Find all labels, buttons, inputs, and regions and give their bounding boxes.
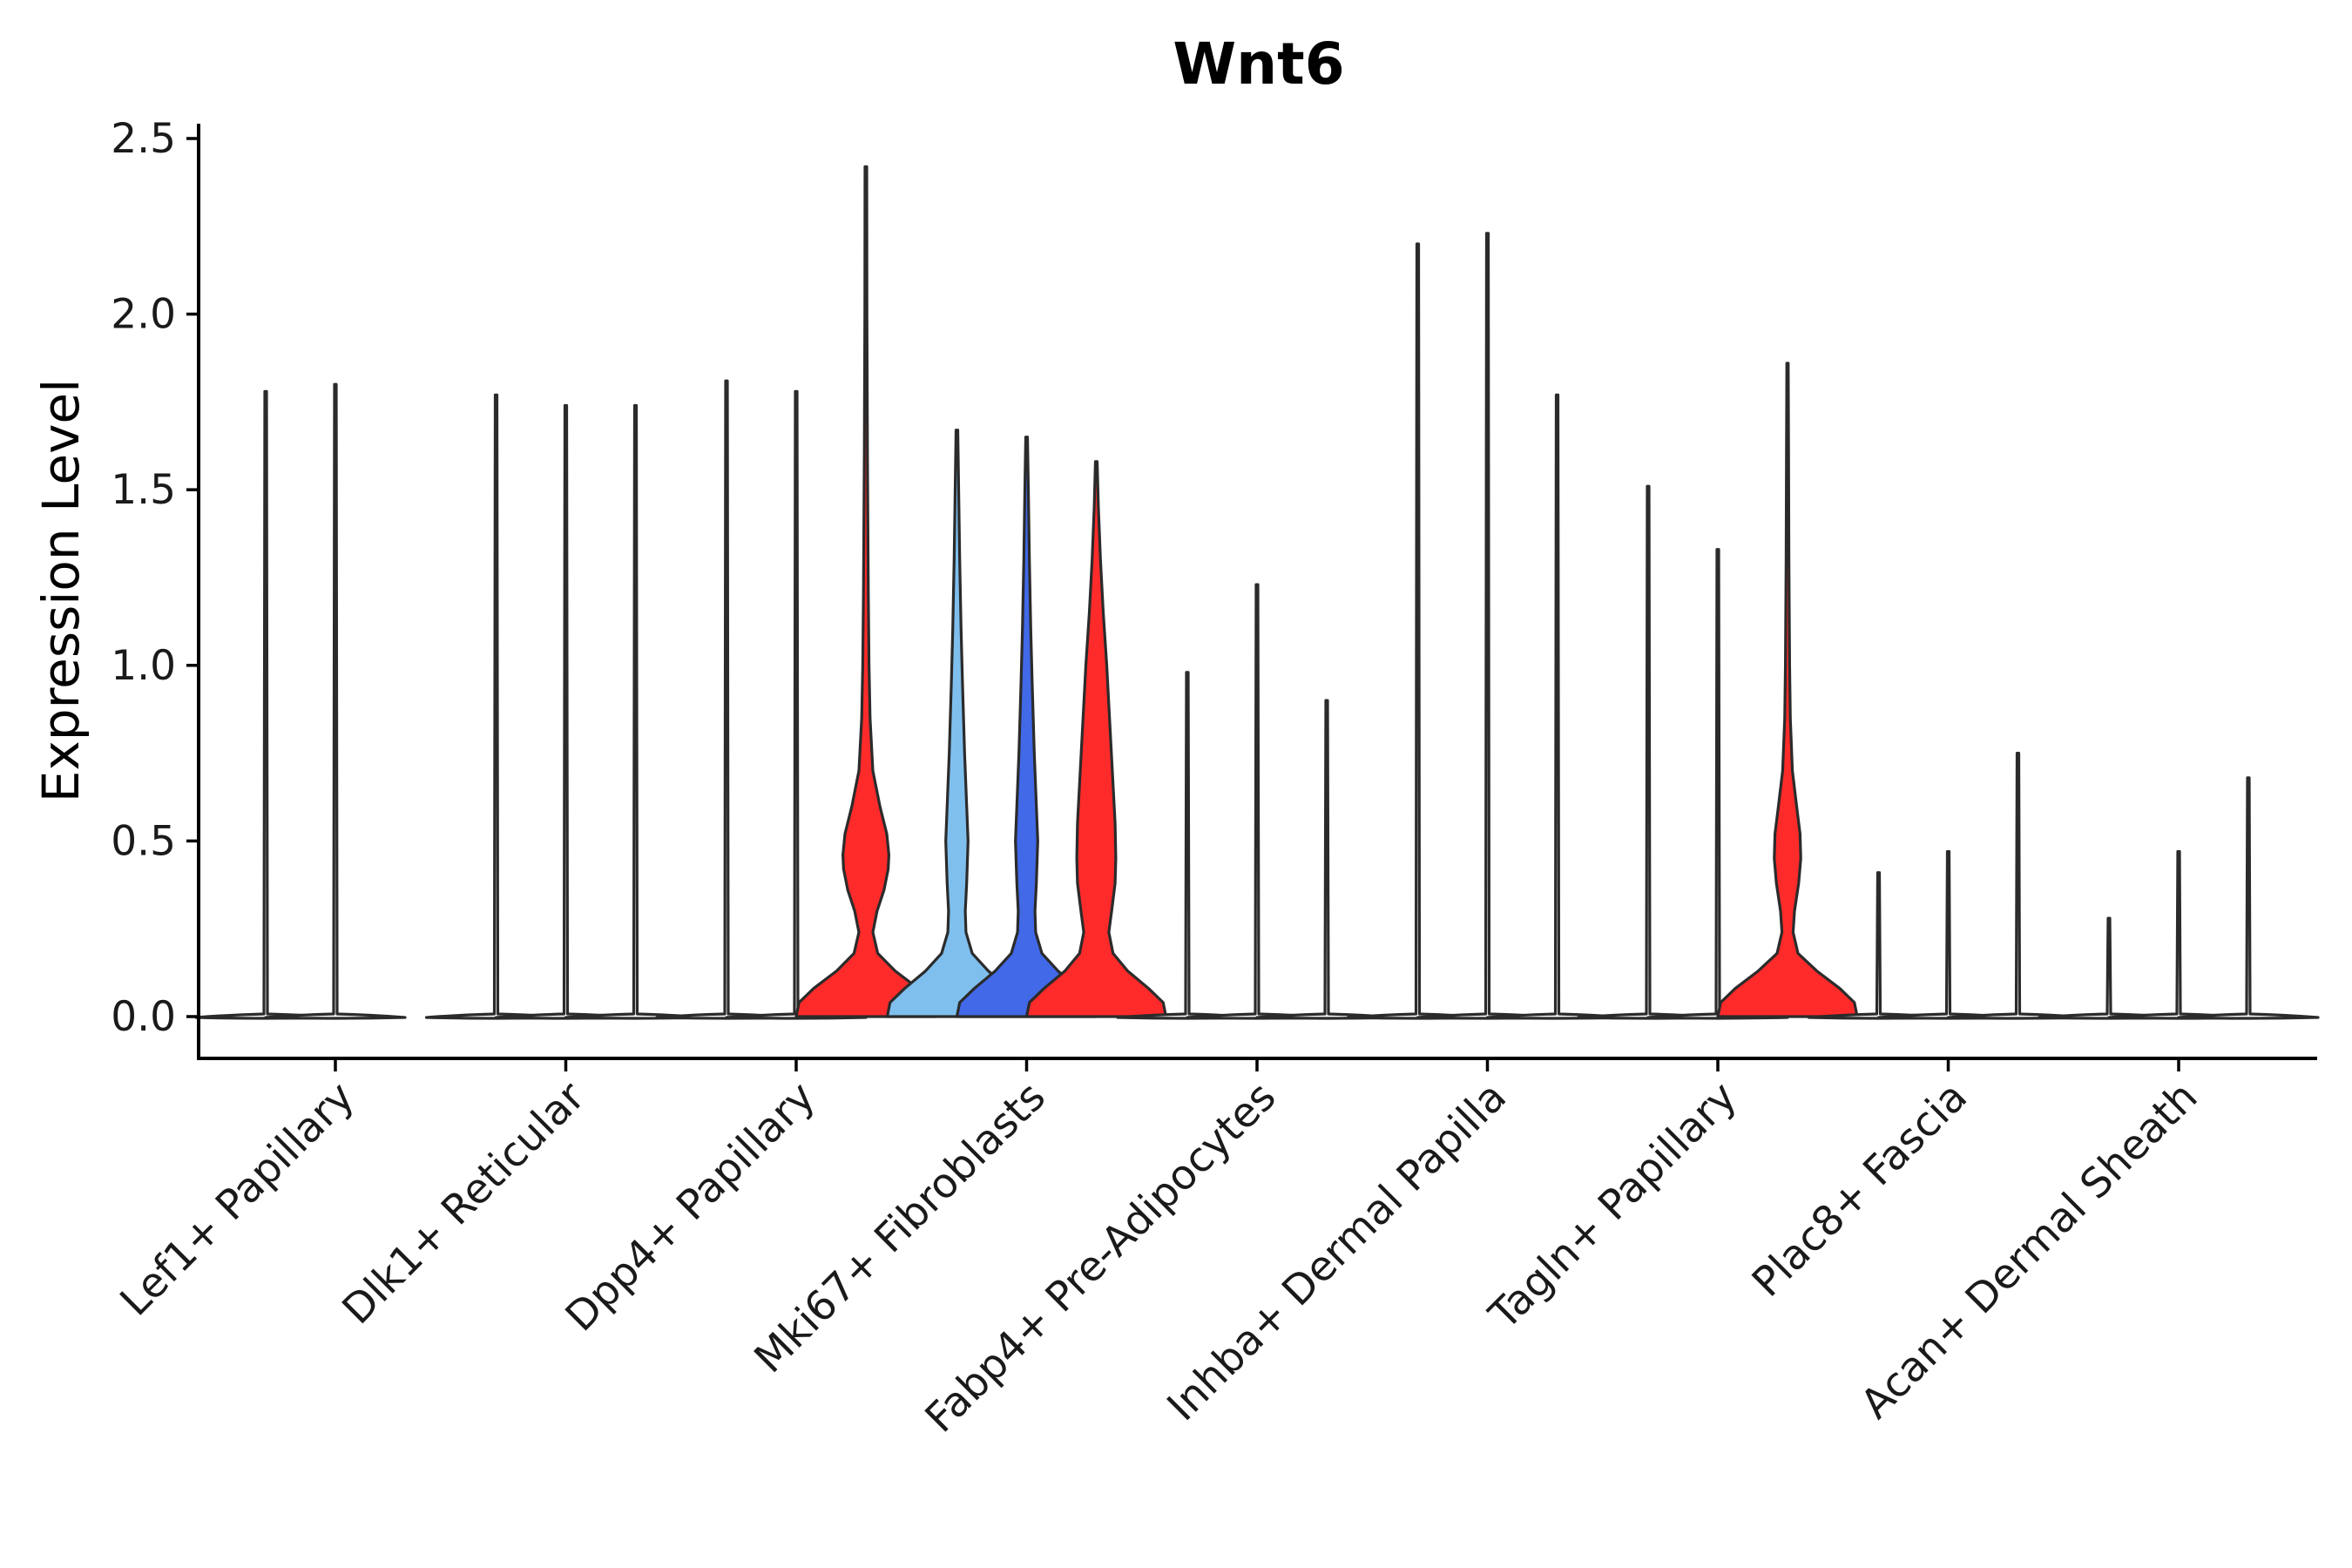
- violin-flat: [655, 379, 798, 1020]
- violin-flat: [494, 403, 638, 1020]
- violin-flat: [2177, 776, 2320, 1020]
- y-tick-label: 1.5: [111, 466, 176, 514]
- violin-flat: [1416, 232, 1559, 1020]
- y-tick-label: 0.0: [111, 993, 176, 1041]
- y-tick-label: 2.5: [111, 115, 176, 163]
- violin-flat: [1876, 849, 2020, 1020]
- violin-series: [194, 165, 2320, 1020]
- y-axis-title: Expression Level: [31, 379, 91, 802]
- y-tick-label: 1.0: [111, 642, 176, 690]
- violin-light_blue: [885, 429, 1029, 1018]
- violin-flat: [1646, 548, 1789, 1020]
- violin-flat: [1116, 671, 1259, 1020]
- violin-flat: [194, 389, 337, 1020]
- x-tick-label: Lef1+ Papillary: [112, 1073, 364, 1326]
- violin-flat: [1946, 752, 2090, 1020]
- violin-red: [794, 165, 937, 1018]
- violin-red: [1716, 362, 1859, 1018]
- chart-title: Wnt6: [1173, 30, 1344, 98]
- violin-flat: [1346, 242, 1490, 1020]
- x-tick-label: Plac8+ Fascia: [1743, 1073, 1977, 1307]
- y-tick-label: 2.0: [111, 291, 176, 339]
- x-tick-label: Dpp4+ Papillary: [557, 1073, 825, 1342]
- violin-flat: [725, 389, 868, 1020]
- x-tick-label: Tagln+ Papillary: [1480, 1073, 1747, 1340]
- violin-flat: [1485, 393, 1629, 1020]
- y-axis-ticks: 0.0 0.5 1.0 1.5 2.0 2.5: [111, 115, 199, 1041]
- violin-flat: [264, 382, 407, 1020]
- violin-flat: [2038, 916, 2180, 1020]
- violin-flat: [1577, 484, 1720, 1020]
- violin-flat: [1255, 699, 1398, 1020]
- x-tick-label: Dlk1+ Reticular: [334, 1072, 595, 1334]
- y-tick-label: 0.5: [111, 817, 176, 865]
- violin-red: [1024, 460, 1168, 1018]
- violin-blue: [955, 436, 1098, 1018]
- violin-flat: [2107, 849, 2250, 1020]
- violin-flat: [424, 393, 568, 1020]
- violin-flat: [1186, 583, 1328, 1020]
- violin-flat: [564, 403, 707, 1020]
